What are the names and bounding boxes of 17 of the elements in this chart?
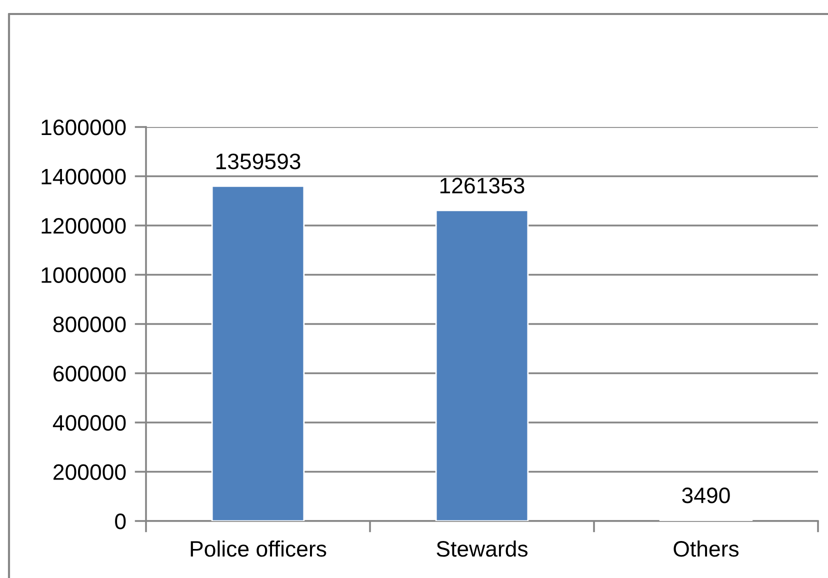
y-tick-label: 1000000 bbox=[42, 267, 126, 284]
x-tick-label: Others bbox=[674, 540, 739, 557]
y-tick-label: 600000 bbox=[54, 366, 126, 382]
data-label: 1261353 bbox=[440, 178, 524, 194]
y-tick-label: 0 bbox=[115, 514, 126, 530]
x-tick-label: Stewards bbox=[436, 540, 528, 557]
y-tick-label: 200000 bbox=[54, 464, 126, 480]
y-tick-label: 1200000 bbox=[42, 218, 126, 234]
y-tick-label: 1600000 bbox=[42, 120, 126, 136]
y-tick-label: 400000 bbox=[52, 415, 126, 431]
bar bbox=[435, 210, 529, 521]
bar bbox=[211, 186, 305, 521]
data-label: 1359593 bbox=[216, 154, 300, 170]
y-tick-label: 1400000 bbox=[42, 168, 126, 185]
x-tick-label: Police officers bbox=[190, 540, 326, 557]
data-label: 3490 bbox=[682, 488, 730, 504]
y-tick-label: 800000 bbox=[53, 316, 126, 332]
